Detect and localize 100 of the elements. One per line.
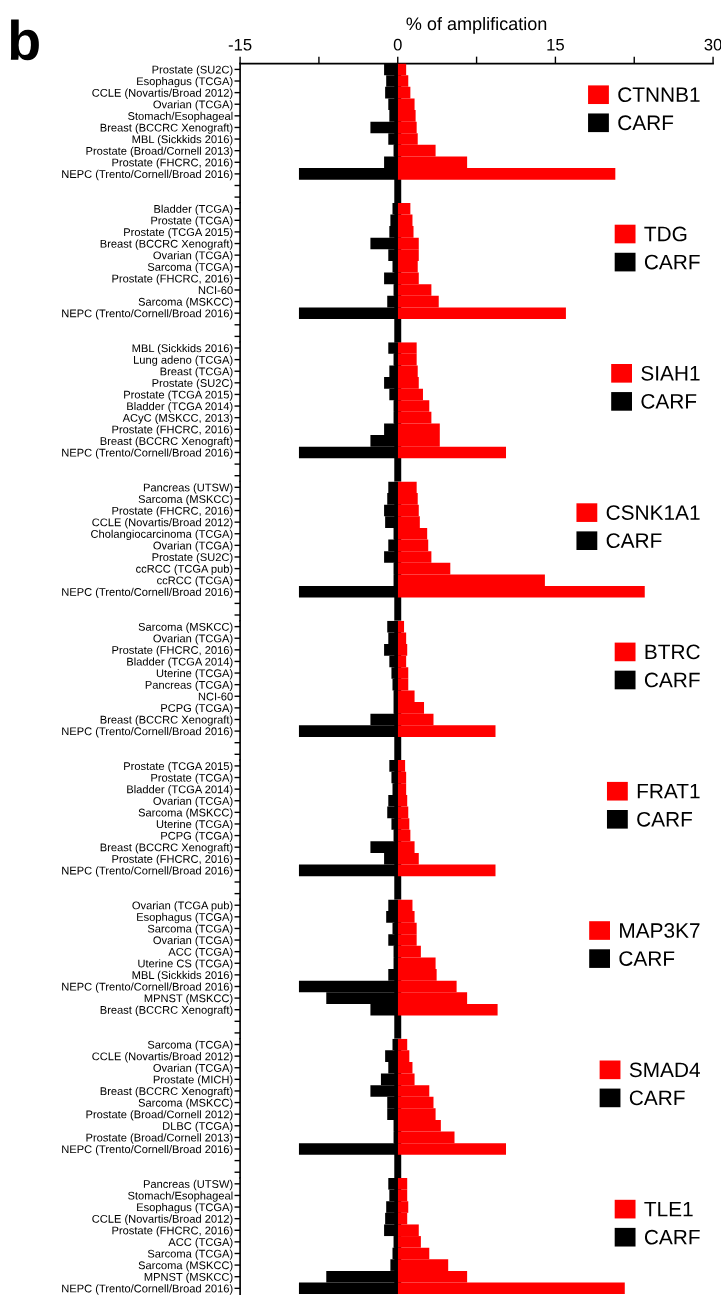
y-tick-label: Prostate (Broad/Cornell 2013) bbox=[86, 1133, 233, 1144]
y-tick-label: Sarcoma (TCGA) bbox=[147, 924, 233, 935]
y-tick-label: ccRCC (TCGA) bbox=[157, 576, 233, 587]
y-tick-label: Pancreas (TCGA) bbox=[145, 680, 233, 691]
y-tick-label: Prostate (TCGA 2015) bbox=[124, 227, 233, 239]
y-tick-label: Ovarian (TCGA) bbox=[153, 541, 233, 552]
y-tick-label: Prostate (FHCRC, 2016) bbox=[112, 854, 233, 866]
y-tick-label: Breast (BCCRC Xenograft) bbox=[100, 239, 233, 250]
y-tick-label: MPNST (MSKCC) bbox=[144, 1272, 233, 1284]
y-tick-label: Bladder (TCGA 2014) bbox=[127, 785, 233, 796]
y-tick-label: NEPC (Trento/Cornell/Broad 2016) bbox=[62, 169, 233, 181]
y-tick-label: Breast (BCCRC Xenograft) bbox=[100, 123, 233, 134]
y-tick-label: MBL (Sickkids 2016) bbox=[132, 135, 233, 146]
y-tick-label: Ovarian (TCGA) bbox=[153, 100, 233, 111]
y-tick-label: Sarcoma (TCGA) bbox=[147, 1249, 233, 1260]
legend-label: CARF bbox=[644, 1229, 700, 1245]
x-tick-label: 0 bbox=[393, 38, 402, 51]
y-tick-label: Prostate (FHCRC, 2016) bbox=[112, 506, 233, 517]
y-tick-label: Cholangiocarcinoma (TCGA) bbox=[91, 529, 233, 541]
legend-label: BTRC bbox=[645, 644, 700, 660]
y-tick-label: Prostate (TCGA) bbox=[151, 216, 233, 227]
y-tick-label: Stomach/Esophageal bbox=[128, 1191, 233, 1202]
y-tick-label: Breast (BCCRC Xenograft) bbox=[100, 1086, 233, 1098]
y-tick-label: Sarcoma (MSKCC) bbox=[138, 494, 233, 506]
y-tick-label: Prostate (TCGA 2015) bbox=[124, 761, 233, 773]
y-tick-label: Prostate (FHCRC, 2016) bbox=[112, 274, 233, 285]
y-tick-label: MPNST (MSKCC) bbox=[144, 994, 233, 1005]
y-tick-label: Ovarian (TCGA) bbox=[153, 936, 233, 947]
y-tick-label: Breast (BCCRC Xenograft) bbox=[100, 436, 233, 448]
y-tick-label: Breast (BCCRC Xenograft) bbox=[100, 715, 233, 726]
y-tick-label: Esophagus (TCGA) bbox=[137, 912, 233, 924]
y-tick-label: NEPC (Trento/Cornell/Broad 2016) bbox=[62, 1144, 233, 1156]
legend-label: CARF bbox=[644, 254, 700, 270]
legend-label: MAP3K7 bbox=[620, 923, 700, 938]
legend-label: FRAT1 bbox=[637, 784, 700, 799]
y-tick-label: NEPC (Trento/Cornell/Broad 2016) bbox=[62, 727, 233, 738]
y-tick-label: ACC (TCGA) bbox=[168, 947, 233, 958]
y-tick-label: ACyC (MSKCC, 2013) bbox=[122, 413, 233, 424]
legend-label: CARF bbox=[618, 115, 674, 131]
y-tick-label: NCI-60 bbox=[198, 286, 233, 295]
y-tick-label: Prostate (TCGA) bbox=[151, 773, 233, 784]
legend-label: CARF bbox=[606, 533, 662, 549]
y-tick-label: Uterine (TCGA) bbox=[156, 669, 233, 680]
y-tick-label: MBL (Sickkids 2016) bbox=[132, 343, 233, 355]
y-tick-label: Prostate (FHCRC, 2016) bbox=[112, 158, 233, 169]
y-tick-label: Prostate (FHCRC, 2016) bbox=[112, 1226, 233, 1237]
x-axis-title: % of amplification bbox=[406, 16, 547, 34]
y-tick-label: Pancreas (UTSW) bbox=[143, 1179, 233, 1191]
y-tick-label: DLBC (TCGA) bbox=[163, 1121, 233, 1133]
y-tick-label: ACC (TCGA) bbox=[168, 1237, 233, 1249]
y-tick-label: Bladder (TCGA 2014) bbox=[127, 402, 233, 413]
y-tick-label: Sarcoma (MSKCC) bbox=[138, 297, 233, 308]
y-tick-label: Esophagus (TCGA) bbox=[137, 76, 233, 88]
y-tick-label: Prostate (SU2C) bbox=[152, 378, 233, 390]
y-tick-label: NEPC (Trento/Cornell/Broad 2016) bbox=[62, 1284, 233, 1295]
y-tick-label: Prostate (FHCRC, 2016) bbox=[112, 425, 233, 436]
legend-label: CARF bbox=[637, 811, 693, 827]
legend-label: CTNNB1 bbox=[618, 87, 700, 103]
legend-label: CSNK1A1 bbox=[606, 505, 700, 520]
y-tick-label: Prostate (SU2C) bbox=[152, 65, 233, 76]
y-tick-label: Lung adeno (TCGA) bbox=[134, 355, 233, 366]
y-tick-label: CCLE (Novartis/Broad 2012) bbox=[92, 1052, 233, 1063]
y-tick-label: MBL (Sickkids 2016) bbox=[132, 970, 233, 982]
legend-label: CARF bbox=[644, 672, 700, 688]
y-tick-label: Stomach/Esophageal bbox=[128, 111, 233, 123]
y-tick-label: Prostate (MICH) bbox=[153, 1075, 233, 1086]
legend-label: SMAD4 bbox=[629, 1062, 700, 1078]
y-tick-label: Ovarian (TCGA) bbox=[153, 796, 233, 808]
y-tick-label: Breast (TCGA) bbox=[160, 367, 233, 378]
text: b bbox=[10, 19, 39, 61]
y-tick-label: NEPC (Trento/Cornell/Broad 2016) bbox=[62, 587, 233, 599]
y-tick-label: NEPC (Trento/Cornell/Broad 2016) bbox=[62, 448, 233, 459]
y-tick-label: CCLE (Novartis/Broad 2012) bbox=[92, 88, 233, 99]
legend-label: CARF bbox=[641, 393, 697, 409]
legend-label: CARF bbox=[629, 1090, 685, 1106]
y-tick-label: Pancreas (UTSW) bbox=[143, 483, 233, 494]
y-tick-label: Bladder (TCGA 2014) bbox=[127, 657, 233, 668]
y-tick-label: Uterine (TCGA) bbox=[156, 819, 233, 831]
y-tick-label: NEPC (Trento/Cornell/Broad 2016) bbox=[62, 309, 233, 320]
y-tick-label: Sarcoma (MSKCC) bbox=[138, 808, 233, 819]
y-tick-label: NEPC (Trento/Cornell/Broad 2016) bbox=[62, 982, 233, 993]
y-tick-label: Prostate (FHCRC, 2016) bbox=[112, 645, 233, 657]
y-tick-label: Ovarian (TCGA pub) bbox=[132, 901, 233, 912]
y-tick-label: PCPG (TCGA) bbox=[161, 703, 233, 715]
y-tick-label: Bladder (TCGA) bbox=[154, 204, 233, 216]
y-tick-label: Sarcoma (TCGA) bbox=[147, 262, 233, 274]
y-tick-label: Sarcoma (MSKCC) bbox=[138, 1098, 233, 1109]
y-tick-label: Prostate (TCGA 2015) bbox=[124, 390, 233, 401]
x-tick-label: 15 bbox=[547, 38, 564, 51]
legend-label: SIAH1 bbox=[641, 365, 700, 381]
legend-label: TDG bbox=[644, 226, 687, 242]
x-tick-label: -15 bbox=[228, 38, 252, 51]
y-tick-label: Ovarian (TCGA) bbox=[153, 634, 233, 645]
y-tick-label: Sarcoma (TCGA) bbox=[147, 1040, 233, 1051]
y-tick-label: Uterine CS (TCGA) bbox=[138, 959, 233, 970]
y-tick-label: Breast (BCCRC Xenograft) bbox=[100, 1005, 233, 1017]
y-tick-label: NCI-60 bbox=[198, 692, 233, 701]
y-tick-label: NEPC (Trento/Cornell/Broad 2016) bbox=[62, 866, 233, 877]
x-tick-label: 30 bbox=[704, 38, 721, 51]
y-tick-label: Prostate (Broad/Cornell 2013) bbox=[86, 146, 233, 157]
